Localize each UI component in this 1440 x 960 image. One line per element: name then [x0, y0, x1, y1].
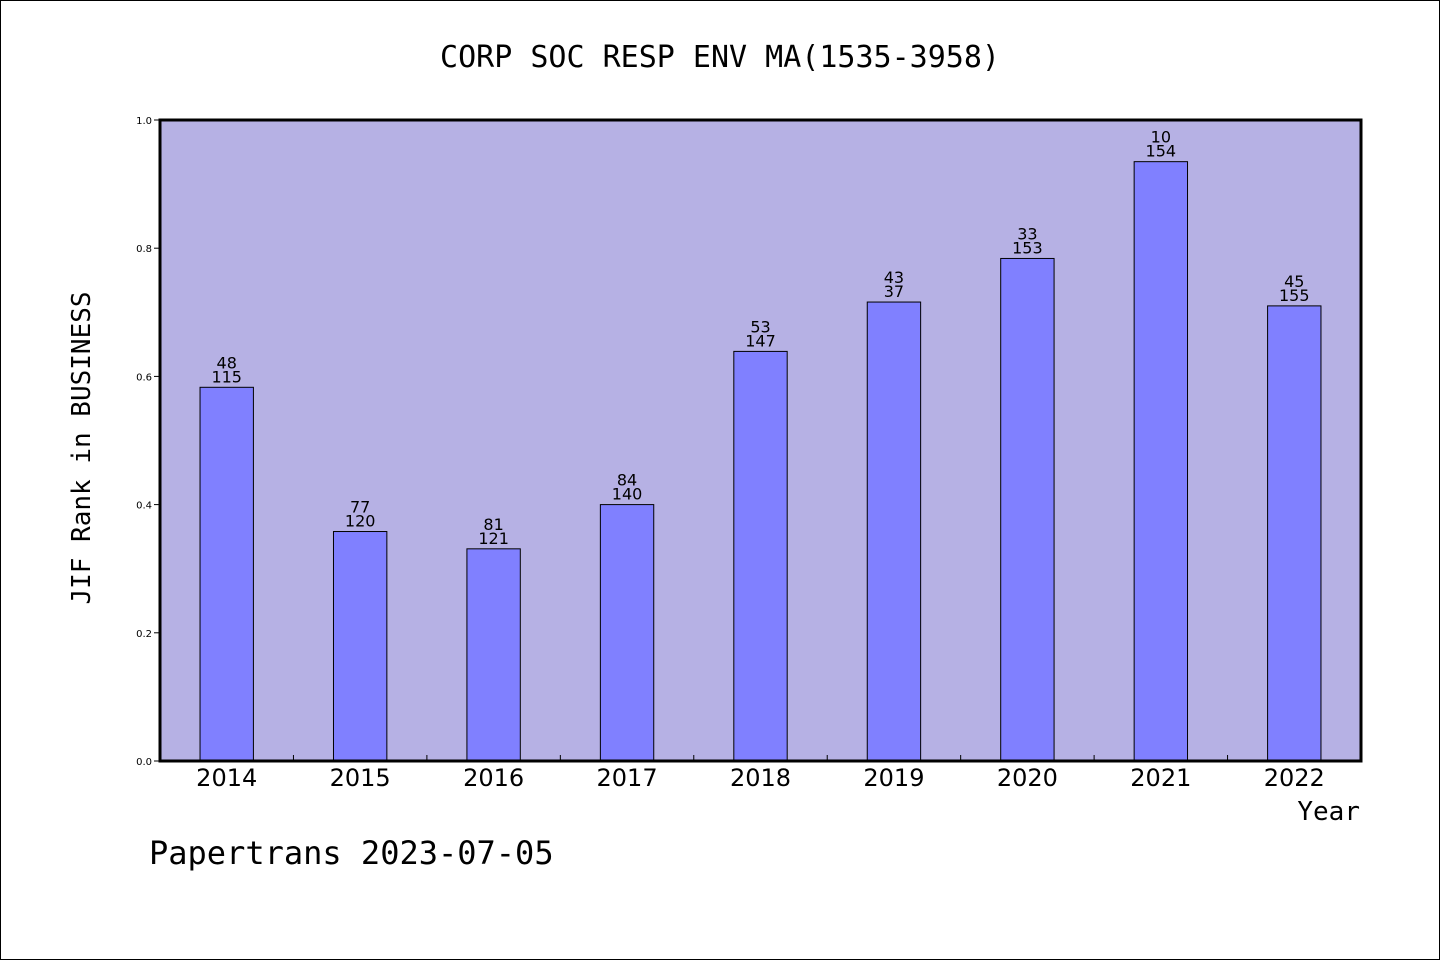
y-tick-label: 1.0	[136, 116, 152, 127]
bar-2017	[599, 504, 655, 762]
x-tick-label: 2022	[1264, 764, 1325, 792]
bar-total-label: 154	[1146, 142, 1177, 161]
y-tick-label: 0.2	[136, 629, 152, 640]
x-tick-label: 2020	[997, 764, 1058, 792]
bar-2022	[1267, 305, 1322, 762]
bar-2014	[199, 386, 254, 762]
chart-title: CORP SOC RESP ENV MA(1535-3958)	[440, 40, 1000, 75]
x-tick-label: 2021	[1130, 764, 1191, 792]
bar-total-label: 147	[745, 331, 776, 350]
bar-2019	[866, 301, 922, 762]
bar-total-label: 37	[884, 282, 904, 301]
x-tick-label: 2019	[863, 764, 924, 792]
bar-rank-label: 43	[884, 268, 904, 287]
x-axis-label: Year	[1297, 797, 1360, 827]
bar-rank-label: 84	[617, 471, 637, 490]
footer-text: Papertrans 2023-07-05	[149, 834, 554, 872]
x-tick-label: 2018	[730, 764, 791, 792]
x-tick-label: 2015	[330, 764, 391, 792]
y-axis-label: JIF Rank in BUSINESS	[67, 291, 97, 604]
bar-total-label: 140	[612, 485, 643, 504]
bar-2018	[733, 350, 788, 762]
y-tick-label: 0.4	[136, 501, 152, 512]
bar-rank-label: 10	[1151, 128, 1171, 147]
bar-rank-label: 77	[350, 498, 370, 517]
bar-rank-label: 33	[1017, 224, 1037, 243]
bar-rank-label: 45	[1284, 272, 1304, 291]
bar-total-label: 115	[211, 367, 242, 386]
x-tick-labels: 2014 2015 2016 2017 2018 2019 2020 2021 2022	[196, 764, 1325, 792]
bar-2015	[332, 531, 388, 762]
bar-2020	[1000, 257, 1055, 762]
bar-2021	[1133, 161, 1189, 762]
bar-total-label: 121	[478, 529, 509, 548]
y-tick-label: 0.6	[136, 372, 152, 383]
bar-total-label: 120	[345, 512, 376, 531]
y-tick-label: 0.8	[136, 244, 152, 255]
y-axis-ticks: 0.0 0.2 0.4 0.6 0.8 1.0	[136, 116, 160, 768]
y-tick-label: 0.0	[136, 757, 152, 768]
plot-border	[158, 118, 1363, 763]
bar-rank-label: 48	[217, 353, 237, 372]
x-tick-label: 2017	[597, 764, 658, 792]
x-tick-label: 2016	[463, 764, 524, 792]
bar-rank-label: 81	[483, 515, 503, 534]
bar-rank-label: 53	[750, 317, 770, 336]
bar-total-label: 155	[1279, 286, 1310, 305]
x-tick-label: 2014	[196, 764, 257, 792]
bars	[199, 161, 1322, 762]
bar-2016	[466, 548, 521, 762]
bar-total-label: 153	[1012, 238, 1043, 257]
